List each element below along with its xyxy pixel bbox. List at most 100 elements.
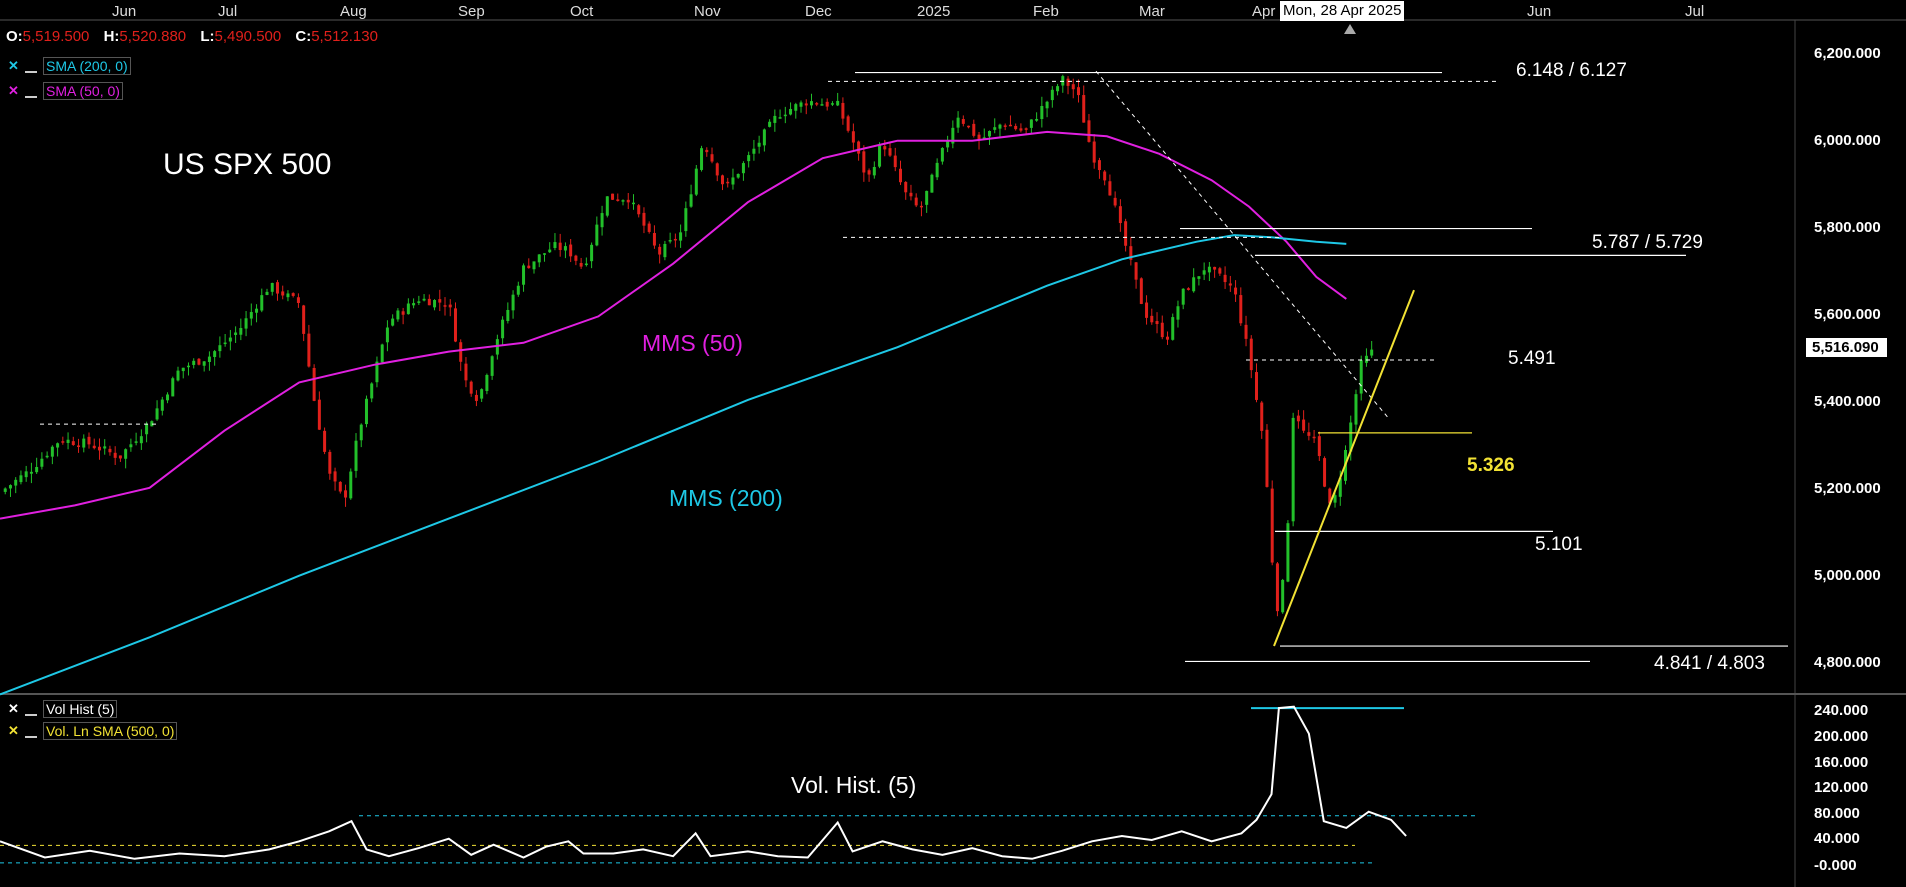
candle-body <box>77 445 81 447</box>
remove-sma200-icon[interactable]: ✕ <box>8 58 19 73</box>
vol-y-tick-label: 240.000 <box>1814 702 1869 719</box>
candle-body <box>181 367 185 372</box>
candle-body <box>925 190 929 205</box>
x-tick-label: Nov <box>694 3 721 20</box>
candle-body <box>825 101 829 107</box>
candle-body <box>747 155 751 162</box>
candle-body <box>1097 160 1101 171</box>
candle-body <box>605 196 609 216</box>
candle-body <box>993 127 997 130</box>
candle-body <box>977 134 981 141</box>
candle-body <box>898 168 902 183</box>
x-tick-label: Oct <box>570 3 594 20</box>
x-tick-label: Dec <box>805 3 832 20</box>
candle-body <box>29 471 33 474</box>
candle-body <box>412 303 416 306</box>
candle-body <box>1092 141 1096 163</box>
candle-body <box>1265 429 1269 487</box>
candle-body <box>1019 128 1023 131</box>
collapse-icon[interactable] <box>25 59 37 73</box>
candle-body <box>1349 422 1353 452</box>
candle-body <box>1249 338 1253 371</box>
candle-body <box>433 300 437 308</box>
legend-label[interactable]: Vol Hist (5) <box>43 700 118 718</box>
candle-body <box>1239 295 1243 324</box>
candle-body <box>637 205 641 215</box>
candle-body <box>56 443 60 448</box>
candle-body <box>757 142 761 147</box>
candle-body <box>155 408 159 420</box>
candle-body <box>1207 266 1211 273</box>
candle-body <box>1228 283 1232 286</box>
x-tick-label: Jul <box>1685 3 1705 20</box>
y-tick-label: 4,800.000 <box>1814 654 1881 671</box>
close-value: 5,512.130 <box>311 28 378 45</box>
candle-body <box>982 137 986 139</box>
candle-body <box>66 439 70 443</box>
x-tick-label: Jul <box>218 3 238 20</box>
legend-sma50: ✕ SMA (50, 0) <box>6 82 123 100</box>
candle-body <box>364 398 368 425</box>
crosshair-date-tag: Mon, 28 Apr 2025 <box>1280 1 1405 21</box>
candle-body <box>281 291 285 296</box>
candle-body <box>590 244 594 262</box>
remove-sma50-icon[interactable]: ✕ <box>8 83 19 98</box>
candle-body <box>1045 101 1049 109</box>
candle-body <box>202 361 206 366</box>
candle-body <box>354 440 358 471</box>
collapse-icon[interactable] <box>25 702 37 716</box>
candle-body <box>186 365 190 368</box>
candle-body <box>841 102 845 119</box>
candle-body <box>851 131 855 143</box>
candle-body <box>1202 270 1206 275</box>
remove-volhist-icon[interactable]: ✕ <box>8 701 19 716</box>
collapse-icon[interactable] <box>25 724 37 738</box>
collapse-icon[interactable] <box>25 84 37 98</box>
candle-body <box>1338 478 1342 497</box>
candle-body <box>799 102 803 107</box>
candle-body <box>71 441 75 445</box>
legend-label[interactable]: SMA (50, 0) <box>43 82 123 100</box>
candle-body <box>731 177 735 185</box>
candle-body <box>658 246 662 255</box>
candle-body <box>611 193 615 200</box>
candle-body <box>715 163 719 176</box>
high-label: H: <box>103 28 120 45</box>
candle-body <box>427 298 431 306</box>
candle-body <box>1270 488 1274 563</box>
legend-label[interactable]: Vol. Ln SMA (500, 0) <box>43 722 178 740</box>
candle-body <box>694 168 698 195</box>
candle-body <box>778 117 782 119</box>
x-tick-label: 2025 <box>917 3 951 20</box>
level-label: 5.326 <box>1467 455 1515 476</box>
candle-body <box>333 471 337 482</box>
candle-body <box>1218 268 1222 274</box>
candle-body <box>789 108 793 115</box>
candle-body <box>1359 360 1363 394</box>
candle-body <box>40 458 44 467</box>
candle-body <box>883 146 887 150</box>
legend-label[interactable]: SMA (200, 0) <box>43 57 131 75</box>
candle-body <box>1165 336 1169 340</box>
sma200-line <box>0 234 1347 696</box>
candle-body <box>862 151 866 173</box>
candle-body <box>218 345 222 352</box>
candle-body <box>45 455 49 458</box>
candle-body <box>171 378 175 397</box>
candle-body <box>396 310 400 320</box>
candle-body <box>919 205 923 208</box>
candle-body <box>616 199 620 201</box>
candle-body <box>752 148 756 154</box>
x-tick-label: Apr <box>1252 3 1276 20</box>
candle-body <box>145 423 149 435</box>
candle-body <box>1145 302 1149 318</box>
candle-body <box>87 436 91 445</box>
candle-body <box>893 155 897 168</box>
candle-body <box>50 446 54 457</box>
vol-y-tick-label: 160.000 <box>1814 754 1869 771</box>
x-tick-label: Aug <box>340 3 367 20</box>
candle-body <box>1150 315 1154 323</box>
candle-body <box>8 485 12 489</box>
remove-volsma-icon[interactable]: ✕ <box>8 723 19 738</box>
